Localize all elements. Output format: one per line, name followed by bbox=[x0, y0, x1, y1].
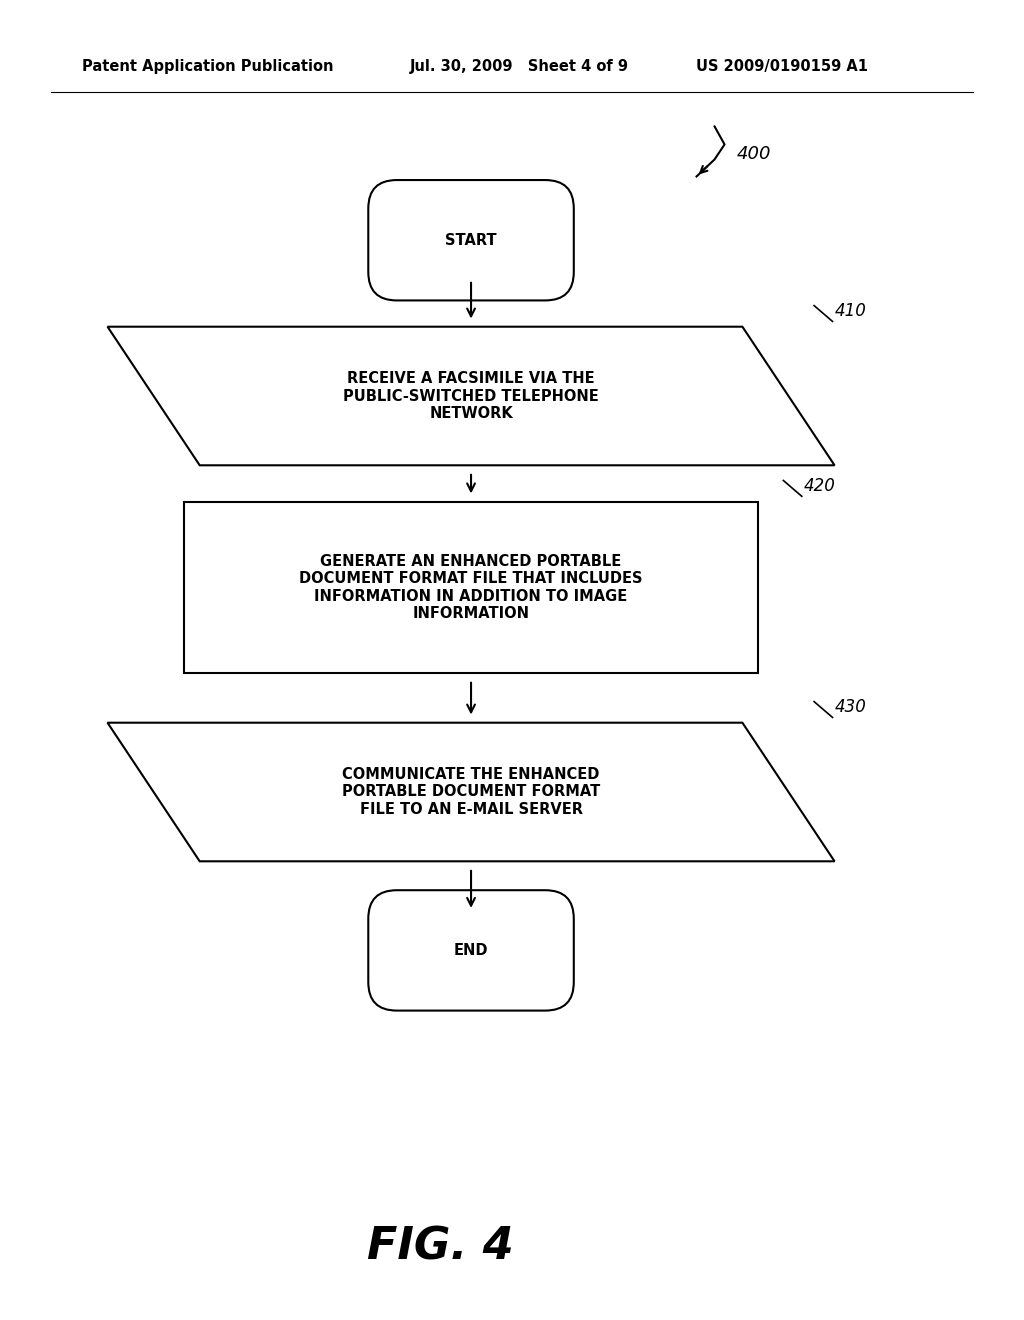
FancyBboxPatch shape bbox=[369, 890, 573, 1011]
Text: GENERATE AN ENHANCED PORTABLE
DOCUMENT FORMAT FILE THAT INCLUDES
INFORMATION IN : GENERATE AN ENHANCED PORTABLE DOCUMENT F… bbox=[299, 554, 643, 620]
Text: 400: 400 bbox=[736, 145, 771, 164]
Text: 420: 420 bbox=[804, 477, 836, 495]
Text: 430: 430 bbox=[835, 698, 866, 715]
Text: START: START bbox=[445, 232, 497, 248]
Text: END: END bbox=[454, 942, 488, 958]
Polygon shape bbox=[108, 327, 835, 466]
Text: 410: 410 bbox=[835, 302, 866, 319]
Text: RECEIVE A FACSIMILE VIA THE
PUBLIC-SWITCHED TELEPHONE
NETWORK: RECEIVE A FACSIMILE VIA THE PUBLIC-SWITC… bbox=[343, 371, 599, 421]
FancyBboxPatch shape bbox=[369, 180, 573, 301]
Text: FIG. 4: FIG. 4 bbox=[367, 1226, 514, 1269]
Polygon shape bbox=[108, 723, 835, 862]
Text: Jul. 30, 2009   Sheet 4 of 9: Jul. 30, 2009 Sheet 4 of 9 bbox=[410, 58, 629, 74]
Text: US 2009/0190159 A1: US 2009/0190159 A1 bbox=[696, 58, 868, 74]
FancyBboxPatch shape bbox=[184, 502, 758, 673]
Text: Patent Application Publication: Patent Application Publication bbox=[82, 58, 334, 74]
Text: COMMUNICATE THE ENHANCED
PORTABLE DOCUMENT FORMAT
FILE TO AN E-MAIL SERVER: COMMUNICATE THE ENHANCED PORTABLE DOCUME… bbox=[342, 767, 600, 817]
